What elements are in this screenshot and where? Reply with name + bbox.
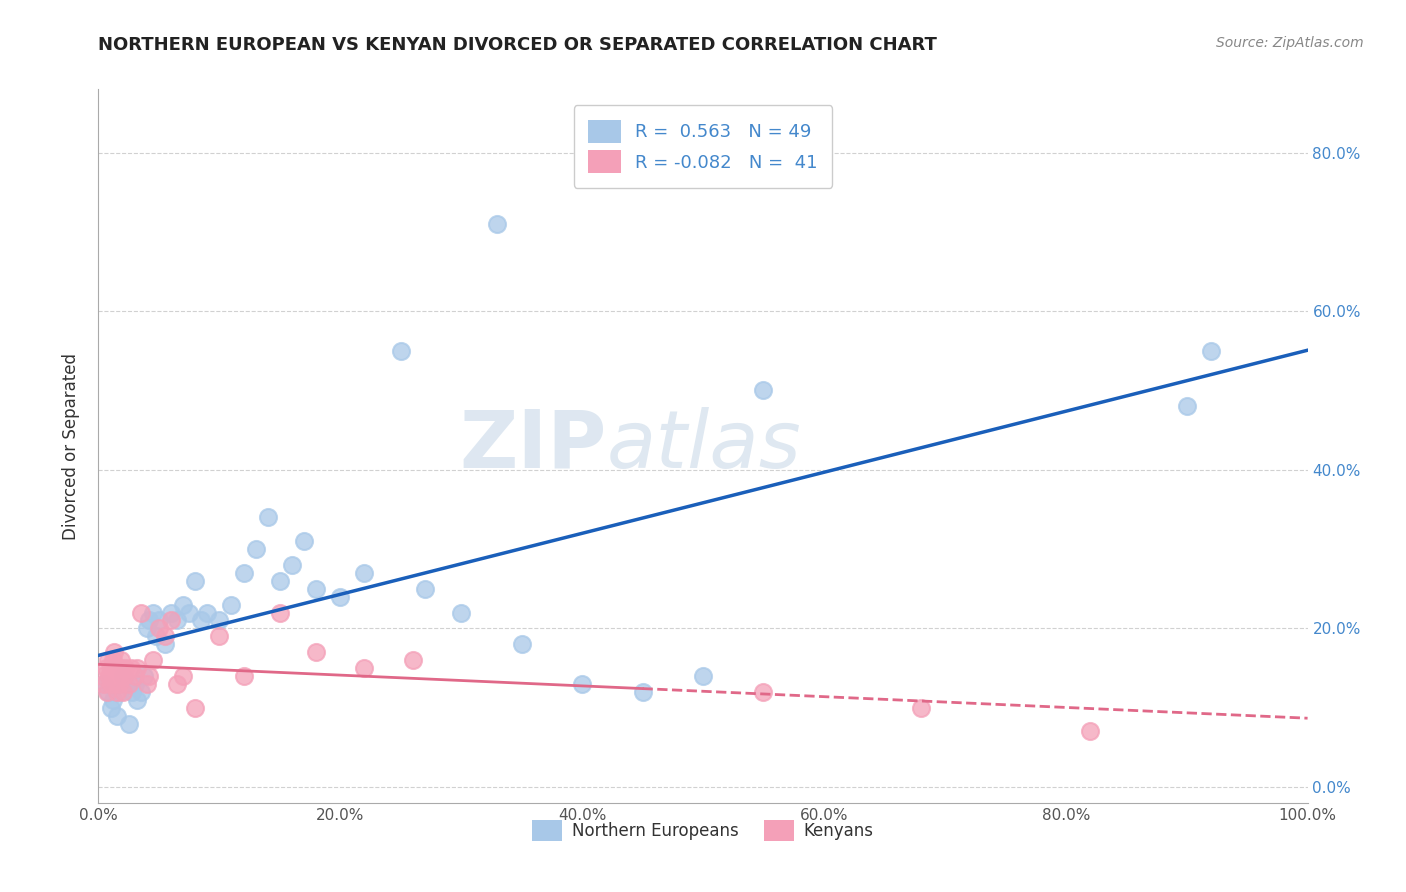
Point [91, 669, 114, 683]
Point [129, 685, 152, 699]
Point [184, 574, 207, 588]
Point [97, 653, 120, 667]
Point [114, 661, 136, 675]
Point [93, 677, 115, 691]
Point [179, 606, 201, 620]
Point [402, 653, 425, 667]
Point [281, 558, 304, 572]
Point [1199, 343, 1222, 358]
Point [305, 645, 328, 659]
Point [108, 685, 131, 699]
Point [96, 685, 118, 699]
Point [329, 590, 352, 604]
Point [100, 661, 122, 675]
Point [184, 700, 207, 714]
Point [148, 621, 170, 635]
Point [138, 614, 160, 628]
Point [142, 653, 165, 667]
Text: ZIP: ZIP [458, 407, 606, 485]
Point [111, 685, 134, 699]
Point [221, 598, 243, 612]
Point [105, 685, 128, 699]
Point [127, 692, 149, 706]
Point [208, 614, 231, 628]
Point [172, 669, 194, 683]
Legend: Northern Europeans, Kenyans: Northern Europeans, Kenyans [526, 814, 880, 848]
Point [172, 598, 194, 612]
Text: Source: ZipAtlas.com: Source: ZipAtlas.com [1216, 36, 1364, 50]
Point [118, 677, 141, 691]
Point [112, 669, 135, 683]
Point [208, 629, 231, 643]
Point [97, 685, 120, 699]
Point [127, 661, 149, 675]
Point [269, 606, 291, 620]
Point [124, 677, 146, 691]
Point [94, 661, 117, 675]
Point [389, 343, 412, 358]
Point [752, 384, 775, 398]
Point [510, 637, 533, 651]
Point [160, 606, 183, 620]
Point [135, 677, 157, 691]
Point [571, 677, 593, 691]
Point [110, 653, 132, 667]
Text: NORTHERN EUROPEAN VS KENYAN DIVORCED OR SEPARATED CORRELATION CHART: NORTHERN EUROPEAN VS KENYAN DIVORCED OR … [98, 36, 938, 54]
Point [145, 629, 167, 643]
Point [195, 606, 218, 620]
Point [153, 637, 176, 651]
Point [114, 677, 136, 691]
Point [631, 685, 654, 699]
Point [105, 708, 128, 723]
Point [101, 653, 124, 667]
Point [292, 534, 315, 549]
Point [107, 669, 129, 683]
Point [353, 566, 375, 580]
Point [153, 629, 176, 643]
Point [100, 677, 122, 691]
Point [98, 669, 121, 683]
Point [166, 677, 188, 691]
Point [256, 510, 278, 524]
Point [142, 606, 165, 620]
Point [129, 606, 152, 620]
Point [120, 661, 142, 675]
Point [134, 669, 156, 683]
Point [166, 614, 188, 628]
Point [245, 542, 267, 557]
Point [138, 669, 160, 683]
Point [353, 661, 375, 675]
Point [190, 614, 212, 628]
Point [160, 614, 183, 628]
Point [108, 677, 131, 691]
Point [450, 606, 472, 620]
Text: atlas: atlas [606, 407, 801, 485]
Point [93, 677, 115, 691]
Point [1078, 724, 1101, 739]
Point [121, 685, 143, 699]
Point [305, 582, 328, 596]
Point [148, 614, 170, 628]
Point [486, 217, 509, 231]
Point [232, 566, 254, 580]
Point [103, 645, 125, 659]
Point [752, 685, 775, 699]
Point [101, 692, 124, 706]
Point [269, 574, 291, 588]
Point [118, 716, 141, 731]
Point [124, 669, 146, 683]
Point [111, 669, 134, 683]
Point [135, 621, 157, 635]
Point [692, 669, 714, 683]
Point [1175, 400, 1198, 414]
Point [108, 661, 131, 675]
Point [100, 700, 122, 714]
Point [232, 669, 254, 683]
Point [910, 700, 932, 714]
Y-axis label: Divorced or Separated: Divorced or Separated [62, 352, 80, 540]
Point [413, 582, 436, 596]
